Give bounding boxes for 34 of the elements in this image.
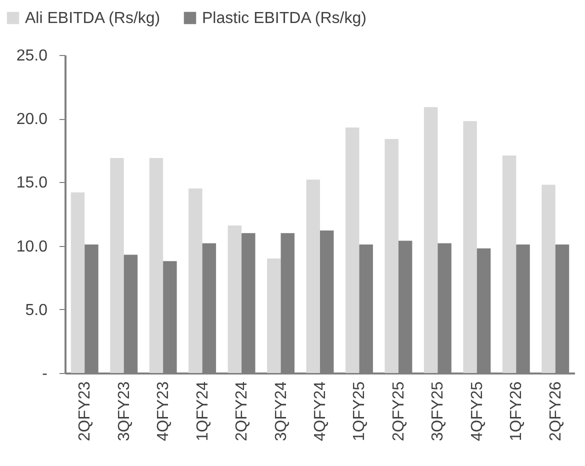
x-tick-label: 4QFY24 <box>312 381 329 442</box>
legend-label: Ali EBITDA (Rs/kg) <box>25 10 160 27</box>
bar <box>228 225 242 373</box>
y-tick-label: 15.0 <box>16 174 48 192</box>
x-tick-label: 2QFY26 <box>547 381 564 442</box>
bar <box>188 188 202 373</box>
legend-label: Plastic EBITDA (Rs/kg) <box>202 10 366 27</box>
x-tick-label: 2QFY25 <box>390 381 408 442</box>
bar <box>542 184 556 373</box>
x-tick-label: 1QFY25 <box>351 381 368 442</box>
x-tick-label: 3QFY23 <box>116 381 133 442</box>
bar <box>502 155 516 373</box>
x-tick-label: 2QFY24 <box>234 381 251 442</box>
x-tick-label: 3QFY24 <box>272 381 290 442</box>
y-tick-label: 5.0 <box>25 302 48 319</box>
y-tick-label: 20.0 <box>16 111 48 128</box>
bar <box>70 192 85 373</box>
bar <box>463 121 477 373</box>
x-tick-label: 2QFY23 <box>76 381 94 442</box>
y-tick-label: 25.0 <box>16 48 48 64</box>
bar <box>424 107 438 373</box>
x-tick-label: 3QFY25 <box>430 381 447 442</box>
y-tick-label: 10.0 <box>16 238 48 256</box>
x-tick-label: 4QFY25 <box>468 381 486 442</box>
bar <box>267 258 281 373</box>
bar <box>384 138 398 373</box>
bar <box>306 180 320 373</box>
x-tick-label: 1QFY24 <box>194 381 212 442</box>
x-tick-label: 4QFY23 <box>155 381 172 442</box>
bar <box>149 158 164 373</box>
bar <box>346 128 360 373</box>
x-tick-label: 1QFY26 <box>508 381 526 442</box>
y-tick-label: - <box>42 366 48 382</box>
bar <box>110 158 124 373</box>
